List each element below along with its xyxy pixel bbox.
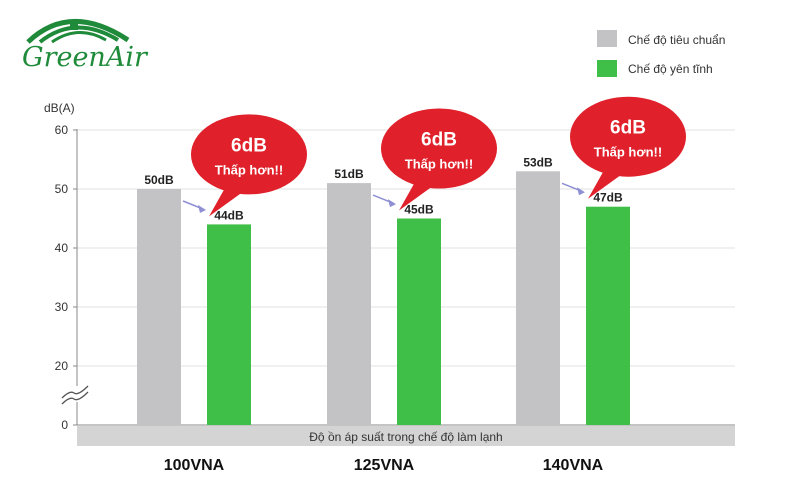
callout-bubble [570, 96, 686, 177]
callout-value: 6dB [421, 130, 457, 151]
category-label: 100VNA [164, 457, 225, 474]
callout-text: Thấp hơn!! [215, 162, 283, 177]
callout-bubble [191, 114, 307, 195]
bar-standard [327, 183, 371, 425]
y-tick-label: 0 [61, 418, 68, 432]
y-ticks: 0 20 30 40 50 60 [55, 123, 77, 432]
logo-text: GreenAir [22, 42, 149, 73]
y-tick-label: 40 [55, 241, 69, 255]
axis-break [60, 385, 90, 405]
x-info-label: Độ ồn áp suất trong chế độ làm lạnh [309, 430, 502, 444]
category-label: 140VNA [543, 457, 604, 474]
bar-standard [516, 171, 560, 425]
callout-value: 6dB [231, 135, 267, 156]
bar-value-label: 50dB [144, 173, 174, 187]
arrow-head [577, 187, 585, 196]
y-axis-label: dB(A) [44, 101, 75, 115]
legend-swatch-standard [597, 30, 617, 47]
callouts: 6dB Thấp hơn!! 6dB Thấp hơn!! 6dB Thấp hơn!! [191, 96, 686, 217]
bar-value-label: 45dB [404, 203, 434, 217]
y-tick-label: 50 [55, 182, 69, 196]
bar-quiet [207, 224, 251, 425]
callout-text: Thấp hơn!! [405, 157, 473, 172]
bar-value-label: 53dB [523, 155, 553, 169]
callout-value: 6dB [610, 118, 646, 139]
callout: 6dB Thấp hơn!! [381, 108, 497, 211]
bar-quiet [397, 218, 441, 425]
bar-value-label: 47dB [593, 191, 623, 205]
greenair-logo: GreenAir [22, 19, 149, 73]
y-tick-label: 30 [55, 300, 69, 314]
callout: 6dB Thấp hơn!! [191, 114, 307, 217]
y-tick-label: 20 [55, 359, 69, 373]
y-tick-label: 60 [55, 123, 69, 137]
category-labels: 100VNA 125VNA 140VNA [164, 457, 604, 474]
arrows [182, 182, 585, 213]
legend-swatch-quiet [597, 60, 617, 77]
arrow-head [388, 199, 396, 208]
callout-bubble [381, 108, 497, 189]
bars: 50dB 44dB 51dB 45dB 53dB 47dB [137, 155, 630, 425]
bar-value-label: 44dB [214, 208, 244, 222]
legend-label-standard: Chế độ tiêu chuẩn [628, 33, 725, 47]
callout-text: Thấp hơn!! [594, 145, 662, 160]
bar-value-label: 51dB [334, 167, 364, 181]
bar-standard [137, 189, 181, 425]
category-label: 125VNA [354, 457, 415, 474]
x-info-bar [77, 426, 735, 446]
legend: Chế độ tiêu chuẩn Chế độ yên tĩnh [597, 30, 725, 77]
legend-label-quiet: Chế độ yên tĩnh [628, 62, 713, 76]
bar-quiet [586, 206, 630, 425]
callout: 6dB Thấp hơn!! [570, 96, 686, 199]
arrow-head [198, 205, 206, 213]
